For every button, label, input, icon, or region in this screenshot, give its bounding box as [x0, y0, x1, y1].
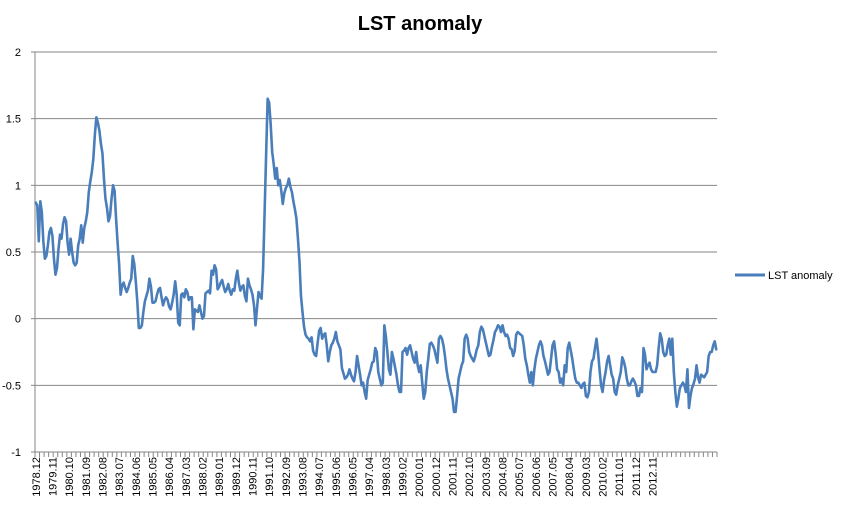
y-tick-label: 0.5: [6, 247, 21, 259]
x-tick-label: 1998.03: [381, 457, 393, 497]
x-tick-label: 1984.06: [131, 457, 143, 497]
x-tick-label: 1988.02: [197, 457, 209, 497]
x-tick-label: 1987.03: [181, 457, 193, 497]
y-axis-tick-labels: -1 -0.5 0 0.5 1 1.5 2: [2, 47, 21, 459]
x-tick-label: 1980.10: [64, 457, 76, 497]
series-layer: [34, 97, 718, 414]
x-tick-label: 2008.04: [564, 457, 576, 497]
x-tick-label: 1985.05: [147, 457, 159, 497]
x-tick-label: 1989.12: [231, 457, 243, 497]
x-tick-label: 1990.11: [247, 457, 259, 496]
x-tick-label: 2011.12: [631, 457, 643, 496]
x-tick-label: 1995.06: [331, 457, 343, 497]
x-tick-label: 1989.01: [214, 457, 226, 497]
x-tick-label: 2005.07: [514, 457, 526, 497]
x-tick-label: 2007.05: [548, 457, 560, 497]
x-tick-label: 2004.08: [498, 457, 510, 497]
x-tick-label: 1992.09: [281, 457, 293, 497]
y-tick-label: 1: [15, 180, 21, 192]
gridlines: [35, 51, 717, 386]
x-tick-label: 2002.10: [464, 457, 476, 497]
series-line-lst-anomaly: [34, 97, 718, 414]
x-tick-label: 1996.05: [348, 457, 360, 497]
x-tick-label: 1997.04: [364, 457, 376, 497]
y-tick-label: -0.5: [2, 380, 21, 392]
x-tick-label: 2006.06: [531, 457, 543, 497]
x-tick-label: 2009.03: [581, 457, 593, 497]
x-tick-label: 1993.08: [297, 457, 309, 497]
x-tick-label: 2001.11: [448, 457, 460, 496]
x-tick-label: 2010.02: [598, 457, 610, 497]
x-axis-tick-labels: 1978.12 1979.11 1980.10 1981.09 1982.08 1983.…: [31, 457, 660, 497]
y-tick-label: 0: [15, 314, 21, 326]
x-tick-label: 1979.11: [47, 457, 59, 496]
y-tick-label: -1: [11, 447, 21, 459]
x-tick-label: 2011.01: [614, 457, 626, 496]
x-tick-label: 1983.07: [114, 457, 126, 497]
chart-title: LST anomaly: [358, 13, 483, 35]
x-tick-label: 1991.10: [264, 457, 276, 497]
x-tick-label: 1986.04: [164, 457, 176, 497]
x-tick-label: 2012.11: [648, 457, 660, 496]
legend-label-lst-anomaly: LST anomaly: [768, 270, 833, 282]
x-tick-label: 1982.08: [97, 457, 109, 497]
y-tick-label: 2: [15, 47, 21, 59]
x-tick-label: 1999.02: [398, 457, 410, 497]
axes: [31, 51, 718, 457]
x-tick-label: 1994.07: [314, 457, 326, 497]
x-tick-label: 1981.09: [81, 457, 93, 497]
legend: LST anomaly: [735, 270, 833, 282]
y-tick-label: 1.5: [6, 114, 21, 126]
x-tick-label: 2003.09: [481, 457, 493, 497]
x-tick-label: 2000.12: [431, 457, 443, 497]
x-tick-label: 2000.01: [414, 457, 426, 497]
x-tick-label: 1978.12: [31, 457, 43, 497]
